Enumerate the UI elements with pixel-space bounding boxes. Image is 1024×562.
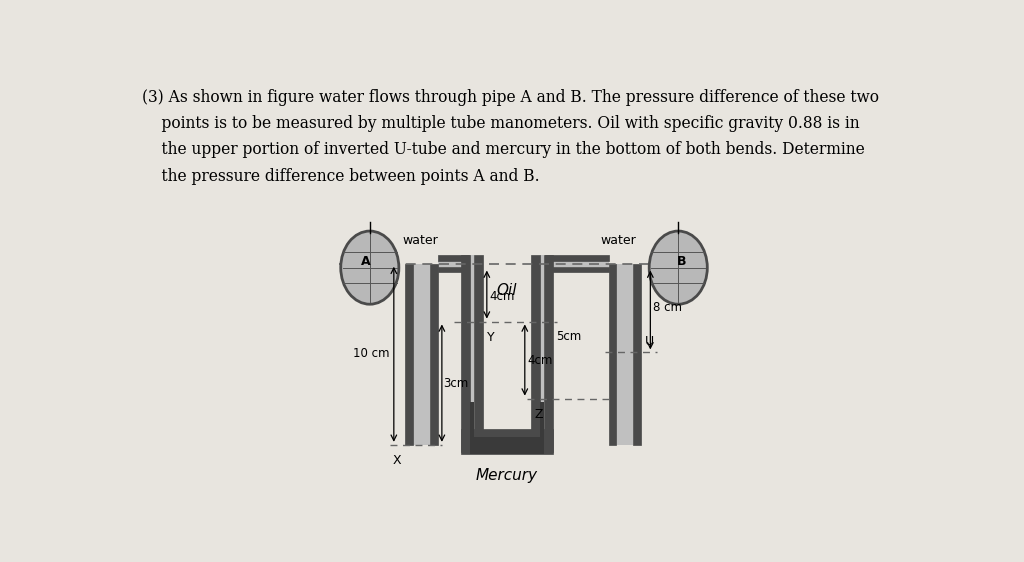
Ellipse shape xyxy=(341,231,399,304)
Bar xyxy=(531,255,540,452)
Text: 3cm: 3cm xyxy=(443,377,469,389)
Bar xyxy=(608,264,616,445)
Text: U: U xyxy=(645,336,654,348)
Bar xyxy=(616,264,633,445)
Bar xyxy=(438,255,469,261)
Bar xyxy=(461,255,470,452)
Bar xyxy=(545,267,608,272)
Text: A: A xyxy=(361,255,371,268)
Bar xyxy=(438,261,469,267)
Text: X: X xyxy=(393,454,401,467)
Text: the upper portion of inverted U-tube and mercury in the bottom of both bends. De: the upper portion of inverted U-tube and… xyxy=(142,142,864,158)
Bar xyxy=(406,264,414,445)
Text: the pressure difference between points A and B.: the pressure difference between points A… xyxy=(142,167,540,184)
Ellipse shape xyxy=(649,231,708,304)
Text: 8 cm: 8 cm xyxy=(652,301,682,314)
Bar xyxy=(633,264,641,445)
Text: 5cm: 5cm xyxy=(557,330,582,343)
Bar xyxy=(470,402,474,437)
Bar xyxy=(470,437,544,454)
Bar xyxy=(470,255,474,452)
Text: water: water xyxy=(601,234,637,247)
Text: Oil: Oil xyxy=(497,283,517,298)
Text: (3) As shown in figure water flows through pipe A and B. The pressure difference: (3) As shown in figure water flows throu… xyxy=(142,89,879,106)
Bar xyxy=(474,255,483,452)
Text: 10 cm: 10 cm xyxy=(353,347,390,360)
Bar xyxy=(438,267,469,272)
Bar xyxy=(461,429,553,454)
Bar xyxy=(414,264,430,445)
Text: Y: Y xyxy=(486,331,495,344)
Text: Z: Z xyxy=(535,408,544,421)
Text: B: B xyxy=(677,255,687,268)
Bar xyxy=(544,255,553,452)
Bar xyxy=(430,264,438,445)
Text: Mercury: Mercury xyxy=(476,468,538,483)
Text: points is to be measured by multiple tube manometers. Oil with specific gravity : points is to be measured by multiple tub… xyxy=(142,115,859,132)
Text: water: water xyxy=(402,234,438,247)
Bar xyxy=(545,255,608,261)
Bar xyxy=(545,261,608,267)
Bar xyxy=(540,255,544,452)
Text: 4cm: 4cm xyxy=(489,289,514,302)
Text: 4cm: 4cm xyxy=(527,353,553,366)
Bar xyxy=(540,402,544,437)
